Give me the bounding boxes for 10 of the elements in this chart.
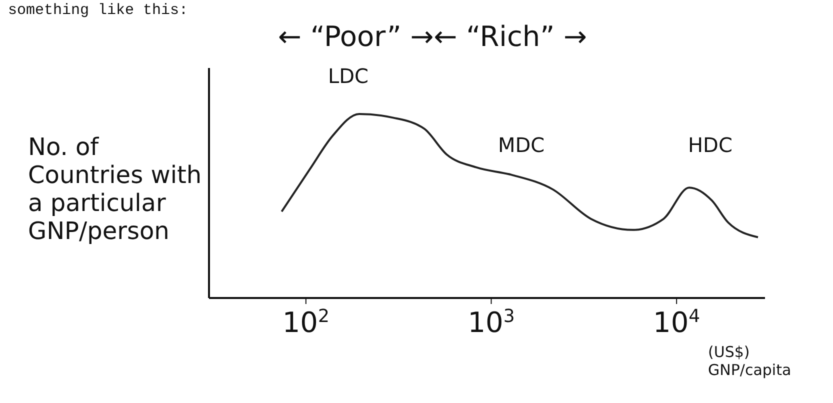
x-tick-label: 10$^{3}$ bbox=[468, 306, 515, 339]
annotation: MDC bbox=[498, 133, 545, 157]
text: something like this: bbox=[8, 2, 188, 19]
y-axis-title: No. of Countries with a particular GNP/person bbox=[28, 133, 203, 245]
x-tick-label: 10$^{4}$ bbox=[653, 306, 700, 339]
x-axis-title: (US$) GNP/capita bbox=[708, 343, 792, 379]
text: LDC bbox=[328, 64, 369, 88]
text: ← “Poor” →← “Rich” → bbox=[278, 20, 587, 53]
annotation: HDC bbox=[688, 133, 732, 157]
x-tick-label: 10$^{2}$ bbox=[282, 306, 330, 339]
